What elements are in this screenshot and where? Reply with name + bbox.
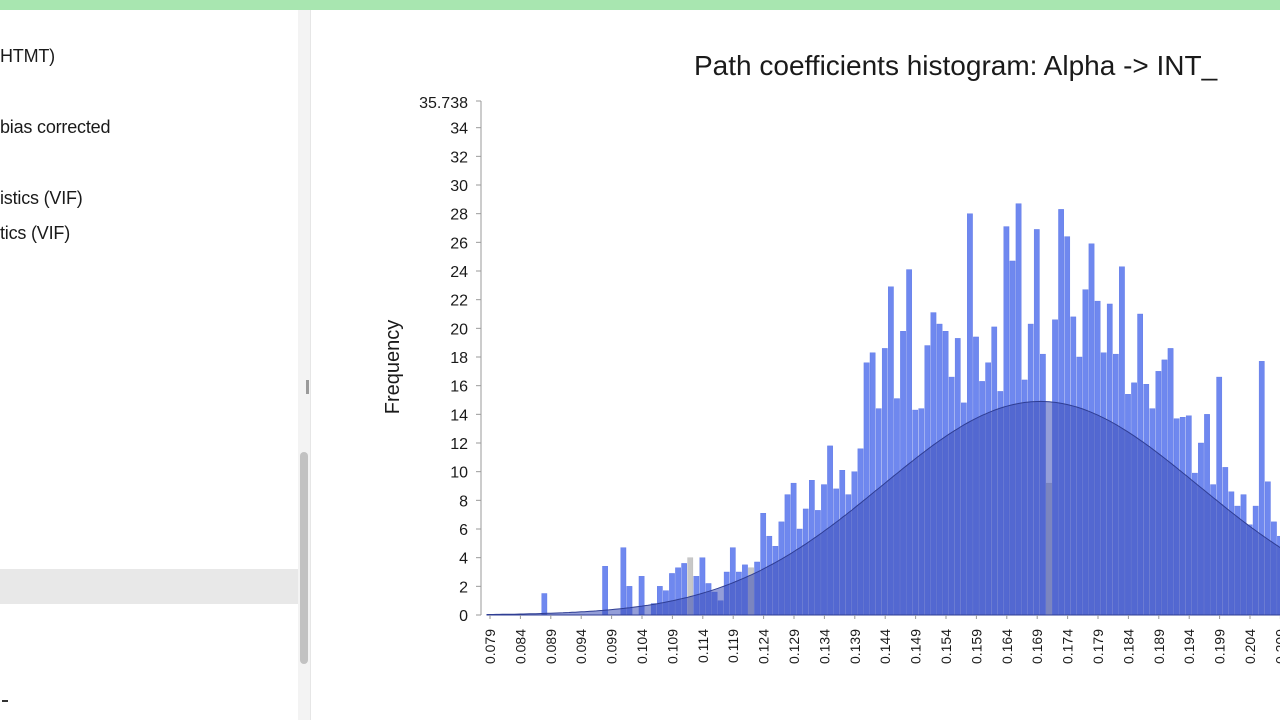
x-tick-label: 0.094 [573, 629, 589, 664]
x-tick-label: 0.169 [1029, 629, 1045, 664]
selected-nav-item[interactable] [0, 569, 298, 604]
y-tick-label: 10 [450, 465, 468, 482]
x-tick-label: 0.199 [1212, 629, 1228, 664]
y-tick-label: 16 [450, 379, 468, 396]
x-tick-label: 0.189 [1151, 629, 1167, 664]
x-tick-label: 0.164 [999, 629, 1015, 664]
x-tick-label: 0.179 [1090, 629, 1106, 664]
y-axis-label: Frequency [382, 320, 404, 415]
y-tick-label: 22 [450, 293, 468, 310]
nav-item-bias-corrected[interactable]: bias corrected [0, 117, 111, 137]
y-axis-max-label: 35.738 [419, 95, 468, 112]
y-tick-label: 32 [450, 149, 468, 166]
y-tick-label: 18 [450, 350, 468, 367]
panel-splitter-handle[interactable] [306, 380, 309, 394]
x-tick-label: 0.089 [543, 629, 559, 664]
y-tick-label: 6 [459, 522, 468, 539]
y-tick-label: 28 [450, 207, 468, 224]
y-tick-label: 12 [450, 436, 468, 453]
histogram-bar [602, 566, 608, 616]
x-tick-label: 0.099 [604, 629, 620, 664]
x-tick-label: 0.194 [1181, 629, 1197, 664]
x-tick-label: 0.139 [847, 629, 863, 664]
normal-distribution-overlay [486, 400, 1280, 616]
x-tick-label: 0.209 [1272, 629, 1280, 664]
y-tick-label: 4 [459, 551, 468, 568]
x-tick-label: 0.119 [725, 629, 741, 663]
y-tick-label: 20 [450, 321, 468, 338]
x-tick-label: 0.154 [938, 629, 954, 664]
x-tick-label: 0.204 [1242, 629, 1258, 664]
y-tick-label: 26 [450, 235, 468, 252]
y-tick-label: 2 [459, 579, 468, 596]
x-tick-label: 0.159 [968, 629, 984, 664]
y-tick-label: 34 [450, 121, 468, 138]
y-tick-label: 30 [450, 178, 468, 195]
histogram-bar [541, 593, 548, 616]
x-tick-label: 0.114 [695, 629, 711, 663]
report-navigation-panel: HTMT) bias corrected istics (VIF) tics (… [0, 10, 298, 720]
chart-title: Path coefficients histogram: Alpha -> IN… [694, 50, 1218, 81]
y-tick-label: 24 [450, 264, 468, 281]
histogram-bars [486, 203, 1280, 616]
tree-line-mark [2, 700, 8, 702]
x-tick-label: 0.149 [908, 629, 924, 664]
x-tick-label: 0.174 [1060, 629, 1076, 664]
scrollbar-thumb[interactable] [300, 452, 308, 664]
title-accent-bar [0, 0, 1280, 10]
x-tick-label: 0.084 [512, 629, 528, 664]
chart-area: Path coefficients histogram: Alpha -> IN… [311, 10, 1280, 720]
y-tick-label: 8 [459, 493, 468, 510]
nav-item-htmt[interactable]: HTMT) [0, 46, 55, 66]
x-tick-label: 0.124 [756, 629, 772, 664]
x-tick-label: 0.129 [786, 629, 802, 664]
x-tick-label: 0.134 [816, 629, 832, 664]
histogram-bar [620, 547, 627, 616]
x-tick-label: 0.144 [877, 629, 893, 664]
x-tick-label: 0.079 [482, 629, 498, 664]
nav-item-collinearity-outer-vif[interactable]: istics (VIF) [0, 188, 83, 208]
x-tick-label: 0.109 [664, 629, 680, 664]
y-tick-label: 0 [459, 608, 468, 625]
x-tick-label: 0.184 [1120, 629, 1136, 664]
histogram-chart: Path coefficients histogram: Alpha -> IN… [382, 50, 1280, 664]
y-tick-label: 14 [450, 407, 468, 424]
nav-item-collinearity-inner-vif[interactable]: tics (VIF) [0, 223, 70, 243]
x-tick-label: 0.104 [634, 629, 650, 664]
